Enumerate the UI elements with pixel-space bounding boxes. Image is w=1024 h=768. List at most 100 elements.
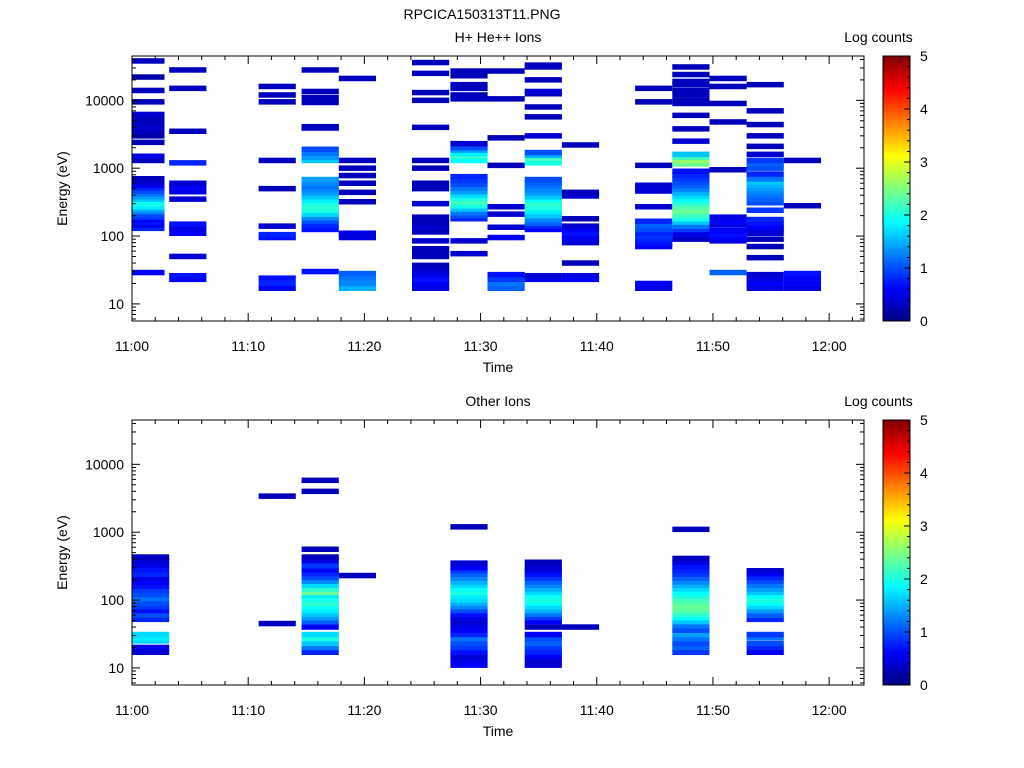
p1-cell xyxy=(338,157,376,164)
p2-cell xyxy=(450,644,488,651)
p2-cell xyxy=(132,591,170,598)
p2-cell xyxy=(258,620,296,627)
p2-cell xyxy=(450,640,488,647)
p2-cell xyxy=(450,662,488,668)
p1-cell xyxy=(672,193,710,200)
p1-cell xyxy=(561,239,600,246)
p2-cell xyxy=(132,558,170,564)
p1-cell xyxy=(561,230,600,236)
p1-cell xyxy=(783,280,821,287)
p2-cell xyxy=(746,612,784,618)
p1-cell xyxy=(561,236,600,242)
p2-colorbar-band xyxy=(883,650,910,654)
p1-cell xyxy=(338,275,376,281)
p2-colorbar-band xyxy=(883,586,910,590)
p1-y-axis-label: Energy (eV) xyxy=(54,151,70,226)
p2-cell xyxy=(132,562,170,568)
p2-cell xyxy=(132,571,170,577)
p1-cell xyxy=(561,273,600,279)
p2-cell xyxy=(746,578,784,584)
p2-x-tick-label: 11:20 xyxy=(347,702,381,718)
p1-cell xyxy=(301,146,339,152)
p1-cell xyxy=(301,200,339,207)
p2-colorbar-band xyxy=(883,618,910,622)
p1-cell xyxy=(301,215,339,221)
p1-cell xyxy=(524,133,562,139)
p2-cell xyxy=(450,600,488,606)
p2-cell xyxy=(450,635,488,642)
p1-cell xyxy=(338,280,376,287)
p1-cell xyxy=(258,223,296,229)
p2-cell xyxy=(672,603,710,610)
p2-colorbar-tick-label: 1 xyxy=(920,624,928,640)
p2-colorbar-band xyxy=(883,438,910,442)
p1-cell xyxy=(258,285,296,291)
p1-cell xyxy=(487,68,525,74)
p1-colorbar-band xyxy=(883,124,910,128)
p1-cell xyxy=(672,186,710,192)
p1-cell xyxy=(709,167,747,173)
p1-cell xyxy=(301,218,339,224)
p1-y-tick-label: 10 xyxy=(108,296,124,312)
p1-cell xyxy=(412,238,450,244)
p1-colorbar-band xyxy=(883,180,910,184)
p2-cell xyxy=(746,634,784,641)
p1-cell xyxy=(635,230,673,236)
p2-colorbar-band xyxy=(883,597,910,601)
p1-colorbar-band xyxy=(883,196,910,200)
p1-colorbar-band xyxy=(883,191,910,195)
p1-cell xyxy=(524,88,562,95)
p2-cell xyxy=(301,570,339,577)
p1-cell xyxy=(524,216,562,223)
p2-colorbar-band xyxy=(883,470,910,474)
p2-colorbar-band xyxy=(883,430,910,434)
p2-colorbar-band xyxy=(883,547,910,551)
p1-colorbar-band xyxy=(883,252,910,256)
p1-cell xyxy=(487,271,525,278)
p1-cell xyxy=(301,67,339,73)
p1-colorbar-band xyxy=(883,93,910,97)
p2-cell xyxy=(132,607,170,614)
p2-colorbar-band xyxy=(883,663,910,667)
p1-cell xyxy=(672,112,710,119)
p1-cell xyxy=(487,280,525,287)
p1-cell xyxy=(635,243,673,250)
p1-cell xyxy=(301,268,339,275)
p2-colorbar-band xyxy=(883,624,910,628)
p2-cell xyxy=(301,546,339,552)
p1-cell xyxy=(746,121,784,128)
p1-cell xyxy=(746,220,784,226)
p2-colorbar-band xyxy=(883,496,910,500)
p1-cell xyxy=(635,280,673,287)
p1-cell xyxy=(169,276,207,283)
p1-cell xyxy=(746,185,784,192)
p1-cell xyxy=(450,68,488,74)
p1-colorbar-tick-label: 2 xyxy=(920,207,928,223)
p1-colorbar-band xyxy=(883,159,910,163)
p2-cell xyxy=(672,526,710,533)
p1-cell xyxy=(258,157,296,164)
p1-cell xyxy=(450,250,488,257)
p1-colorbar-tick-label: 1 xyxy=(920,260,928,276)
p1-cell xyxy=(450,210,488,216)
p1-cell xyxy=(450,140,488,147)
p1-colorbar-band xyxy=(883,286,910,290)
p1-cell xyxy=(635,99,673,105)
p1-colorbar-band xyxy=(883,143,910,147)
p1-colorbar-band xyxy=(883,230,910,234)
p1-cell xyxy=(132,225,165,232)
p1-cell xyxy=(338,75,376,82)
p1-colorbar-band xyxy=(883,268,910,272)
p2-colorbar-band xyxy=(883,420,910,424)
p1-cell xyxy=(524,149,562,156)
p2-cell xyxy=(746,586,784,592)
p1-cell xyxy=(672,236,710,242)
p2-colorbar-band xyxy=(883,446,910,450)
p2-colorbar-band xyxy=(883,454,910,458)
p1-cell xyxy=(672,92,710,98)
p1-cell xyxy=(709,227,747,234)
p1-colorbar-band xyxy=(883,257,910,261)
p2-cell xyxy=(524,611,562,617)
p2-colorbar-band xyxy=(883,549,910,553)
p1-cell xyxy=(672,190,710,196)
